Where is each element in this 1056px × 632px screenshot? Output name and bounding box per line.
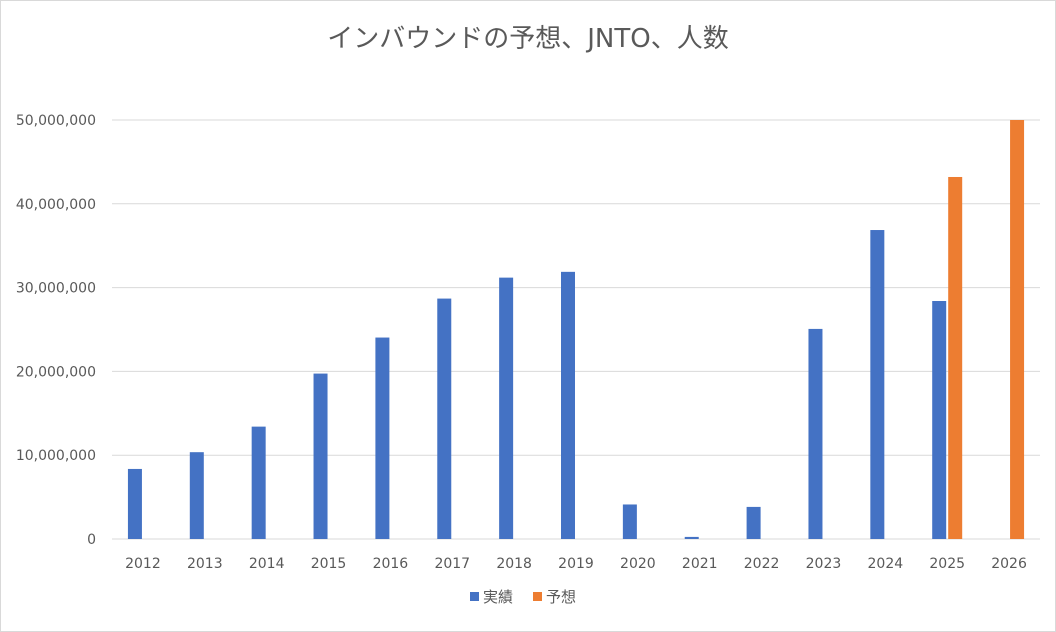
x-tick-label: 2013 <box>187 556 223 572</box>
legend-label-forecast: 予想 <box>546 588 576 606</box>
legend: 実績 予想 <box>470 588 576 606</box>
bar-actual-2017 <box>437 298 452 539</box>
y-tick-label: 30,000,000 <box>16 281 96 297</box>
bar-actual-2023 <box>808 328 823 539</box>
y-tick-label: 0 <box>87 532 96 548</box>
x-tick-label: 2015 <box>311 556 347 572</box>
legend-swatch-actual <box>470 592 479 601</box>
x-tick-label: 2023 <box>806 556 842 572</box>
bar-actual-2022 <box>746 506 761 539</box>
bar-actual-2016 <box>375 337 390 539</box>
x-tick-label: 2024 <box>868 556 904 572</box>
bar-actual-2019 <box>561 271 575 539</box>
x-tick-label: 2016 <box>373 556 409 572</box>
bar-forecast-2026 <box>1010 120 1025 539</box>
y-tick-label: 40,000,000 <box>16 197 96 213</box>
y-tick-label: 10,000,000 <box>16 448 96 464</box>
x-axis-tick-labels: 2012 2013 2014 2015 2016 2017 2018 2019 2020 2021… <box>125 556 1027 572</box>
bar-actual-2018 <box>499 277 514 539</box>
y-tick-label: 20,000,000 <box>16 364 96 380</box>
bar-forecast-2025 <box>948 176 963 539</box>
bars <box>127 120 1025 539</box>
y-tick-label: 50,000,000 <box>16 113 96 129</box>
legend-label-actual: 実績 <box>483 588 513 606</box>
x-tick-label: 2019 <box>558 556 594 572</box>
x-tick-label: 2017 <box>434 556 470 572</box>
bar-actual-2024 <box>870 230 885 539</box>
bar-actual-2014 <box>251 426 266 539</box>
bar-actual-2021 <box>684 536 699 539</box>
bar-actual-2020 <box>622 504 637 539</box>
x-tick-label: 2012 <box>125 556 161 572</box>
gridlines <box>112 119 1040 540</box>
chart-title: インバウンドの予想、JNTO、人数 <box>327 24 729 54</box>
bar-actual-2012 <box>127 468 142 539</box>
x-tick-label: 2022 <box>744 556 780 572</box>
bar-actual-2013 <box>189 452 204 539</box>
x-tick-label: 2014 <box>249 556 285 572</box>
x-tick-label: 2026 <box>991 556 1027 572</box>
x-tick-label: 2020 <box>620 556 656 572</box>
legend-swatch-forecast <box>533 592 542 601</box>
bar-actual-2015 <box>313 373 328 539</box>
bar-actual-2025 <box>932 301 947 539</box>
x-tick-label: 2025 <box>929 556 965 572</box>
x-tick-label: 2021 <box>682 556 718 572</box>
x-tick-label: 2018 <box>496 556 532 572</box>
y-axis-tick-labels: 0 10,000,000 20,000,000 30,000,000 40,000,00… <box>16 113 96 548</box>
